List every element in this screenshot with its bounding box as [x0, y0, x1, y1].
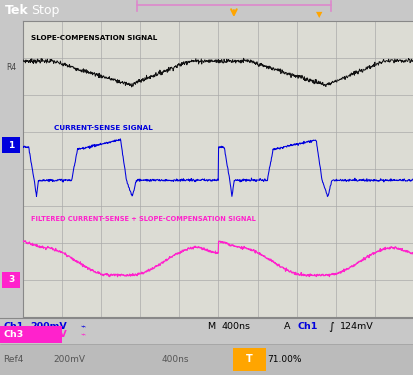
Text: SLOPE-COMPENSATION SIGNAL: SLOPE-COMPENSATION SIGNAL [31, 35, 157, 41]
Text: 200mV: 200mV [30, 330, 66, 339]
Text: 124mV: 124mV [339, 322, 373, 331]
Text: A: A [283, 322, 290, 331]
Text: ◄: ◄ [0, 374, 1, 375]
Text: ⌁: ⌁ [81, 322, 85, 331]
Text: FILTERED CURRENT-SENSE + SLOPE-COMPENSATION SIGNAL: FILTERED CURRENT-SENSE + SLOPE-COMPENSAT… [31, 216, 255, 222]
Text: 400ns: 400ns [221, 322, 250, 331]
Text: 200mV: 200mV [30, 322, 66, 331]
Text: Ch3: Ch3 [3, 330, 24, 339]
FancyBboxPatch shape [2, 137, 20, 153]
Text: 71.00%: 71.00% [266, 355, 301, 364]
Text: Tek: Tek [5, 4, 28, 17]
Text: M: M [206, 322, 215, 331]
Text: 1: 1 [8, 141, 14, 150]
FancyBboxPatch shape [2, 272, 20, 288]
Text: CURRENT-SENSE SIGNAL: CURRENT-SENSE SIGNAL [54, 126, 152, 132]
Text: Stop: Stop [31, 4, 59, 17]
Text: ⌁: ⌁ [81, 330, 85, 339]
Text: ▼: ▼ [0, 374, 1, 375]
Text: Ch1: Ch1 [297, 322, 317, 331]
Text: Ref4: Ref4 [3, 355, 24, 364]
FancyBboxPatch shape [0, 326, 62, 343]
Text: 3: 3 [8, 275, 14, 284]
Text: 200mV: 200mV [54, 355, 85, 364]
Text: ∫: ∫ [328, 322, 333, 332]
Text: R4: R4 [6, 63, 17, 72]
Text: ▼: ▼ [315, 10, 321, 19]
Text: Ch1: Ch1 [3, 322, 24, 331]
FancyBboxPatch shape [0, 345, 413, 375]
Text: T: T [245, 354, 252, 364]
FancyBboxPatch shape [232, 348, 265, 371]
Text: 400ns: 400ns [161, 355, 188, 364]
